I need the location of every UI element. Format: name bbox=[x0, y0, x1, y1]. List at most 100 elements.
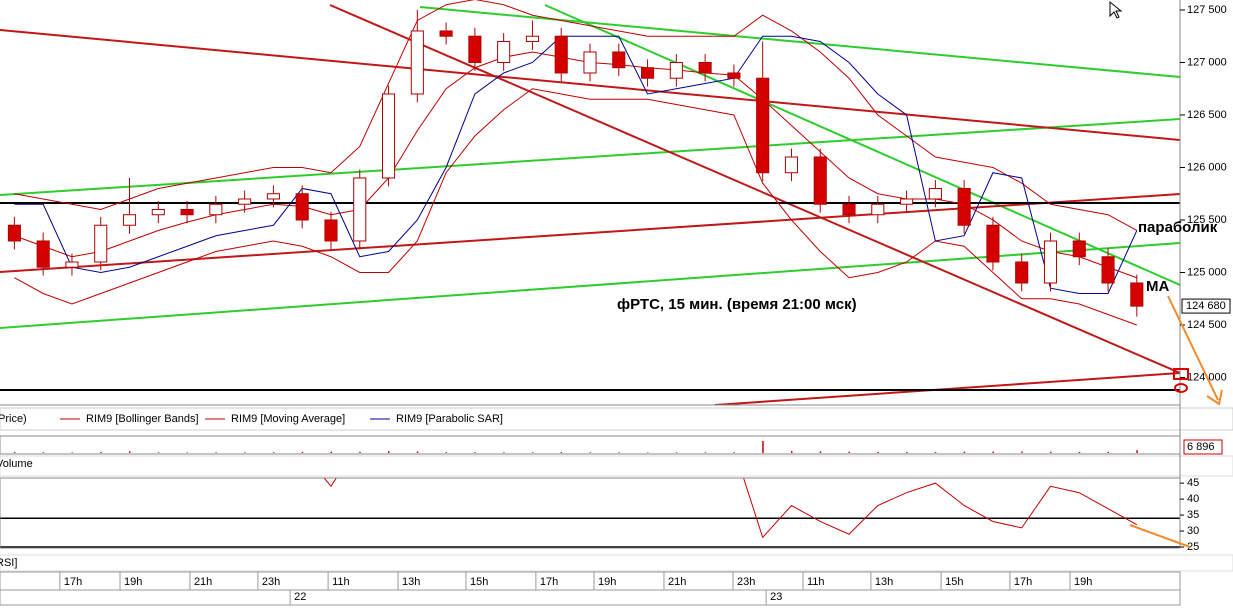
y-tick-label: 124 500 bbox=[1187, 319, 1227, 331]
x-tick-label: 21h bbox=[668, 576, 686, 588]
volume-bar bbox=[733, 452, 735, 453]
candle-body bbox=[583, 51, 597, 74]
volume-bar bbox=[186, 452, 189, 453]
candle-body bbox=[1043, 240, 1058, 284]
annotation: фРТС, 15 мин. (время 21:00 мск) bbox=[617, 296, 857, 313]
candle-body bbox=[410, 30, 424, 95]
y-tick-label: 30 bbox=[1187, 525, 1199, 537]
indicator-line bbox=[14, 51, 1138, 279]
volume-bar bbox=[71, 452, 73, 453]
x-tick-label: 13h bbox=[875, 576, 893, 588]
volume-bar bbox=[1049, 451, 1052, 453]
candle-body bbox=[353, 177, 367, 242]
annotation: MA bbox=[1146, 278, 1169, 295]
x-tick-label: 13h bbox=[402, 576, 420, 588]
x-tick-label: 19h bbox=[598, 576, 616, 588]
panel-caption: Volume bbox=[0, 458, 33, 470]
x-tick-label: 11h bbox=[807, 576, 825, 588]
candle-body bbox=[122, 214, 137, 226]
volume-bar bbox=[129, 451, 131, 453]
volume-bar bbox=[704, 452, 707, 453]
panel-caption: RSI] bbox=[0, 557, 17, 569]
x-tick-label: 17h bbox=[1014, 576, 1032, 588]
volume-bar bbox=[1078, 452, 1081, 453]
y-tick-label: 126 000 bbox=[1187, 161, 1227, 173]
candle-body bbox=[727, 72, 741, 79]
volume-bar bbox=[848, 451, 851, 453]
date-tick-label: 22 bbox=[294, 591, 306, 603]
candle-body bbox=[180, 208, 194, 216]
candle-body bbox=[151, 208, 165, 216]
volume-bar bbox=[906, 452, 908, 453]
rsi-panel bbox=[0, 478, 1180, 548]
candle-body bbox=[842, 203, 856, 216]
volume-bar bbox=[618, 452, 620, 453]
volume-bar bbox=[647, 452, 649, 453]
rsi-caption-row bbox=[0, 554, 1233, 572]
y-tick-label: 125 500 bbox=[1187, 214, 1227, 226]
volume-bar bbox=[272, 452, 275, 453]
volume-bar bbox=[934, 452, 937, 453]
volume-bar bbox=[790, 451, 793, 453]
candle-body bbox=[669, 61, 683, 79]
x-tick-label: 11h bbox=[332, 576, 350, 588]
x-tick-label: 17h bbox=[540, 576, 558, 588]
volume-bar bbox=[474, 452, 476, 453]
volume-bar bbox=[560, 452, 563, 453]
x-tick-label: 17h bbox=[64, 576, 82, 588]
candle-body bbox=[554, 35, 568, 74]
volume-bar bbox=[877, 451, 879, 453]
marker bbox=[1173, 368, 1189, 380]
trend-line bbox=[329, 4, 1180, 374]
volume-bar bbox=[1107, 451, 1110, 453]
candle-body bbox=[7, 224, 21, 242]
x-tick-label: 15h bbox=[470, 576, 488, 588]
y-tick-label: 125 000 bbox=[1187, 266, 1227, 278]
volume-bar bbox=[42, 452, 45, 453]
candle-body bbox=[525, 35, 539, 42]
indicator-line bbox=[14, 35, 1138, 294]
marker bbox=[1174, 383, 1188, 393]
trend-line bbox=[419, 6, 1180, 78]
candle-body bbox=[957, 187, 971, 226]
legend-label: Price) bbox=[0, 413, 27, 425]
candle-body bbox=[209, 203, 223, 216]
candle-body bbox=[65, 261, 79, 268]
candle-body bbox=[928, 187, 942, 200]
date-tick-label: 23 bbox=[770, 591, 782, 603]
volume-bar bbox=[589, 452, 591, 453]
volume-frame bbox=[0, 435, 1181, 455]
volume-bar bbox=[157, 452, 160, 453]
trend-line bbox=[0, 29, 1180, 141]
candle-body bbox=[756, 77, 770, 174]
date-axis bbox=[0, 589, 1181, 606]
last-price-label: 124 680 bbox=[1186, 300, 1226, 312]
y-tick-label: 45 bbox=[1187, 477, 1199, 489]
candle-body bbox=[36, 240, 50, 268]
candle-body bbox=[698, 61, 712, 74]
candle-body bbox=[1101, 256, 1115, 284]
arrow bbox=[1167, 295, 1219, 401]
candle-body bbox=[871, 203, 885, 216]
arrow-head bbox=[1206, 389, 1223, 406]
indicator-line bbox=[14, 88, 1138, 326]
indicator-line bbox=[14, 0, 1138, 231]
x-tick-label: 19h bbox=[124, 576, 142, 588]
volume-bar bbox=[992, 451, 994, 453]
candle-body bbox=[1015, 261, 1029, 284]
y-tick-label: 127 000 bbox=[1187, 56, 1227, 68]
gap bbox=[0, 455, 1233, 477]
y-tick-label: 126 500 bbox=[1187, 109, 1227, 121]
x-tick-label: 19h bbox=[1074, 576, 1092, 588]
candle-body bbox=[94, 224, 108, 263]
candle-body bbox=[468, 35, 482, 63]
last-price-box bbox=[1181, 298, 1231, 314]
rsi-line bbox=[323, 478, 1138, 539]
y-tick-label: 40 bbox=[1187, 493, 1199, 505]
time-axis bbox=[0, 571, 1181, 591]
trend-line bbox=[0, 242, 1180, 329]
arrow bbox=[1129, 524, 1191, 548]
x-tick-label: 23h bbox=[737, 576, 755, 588]
